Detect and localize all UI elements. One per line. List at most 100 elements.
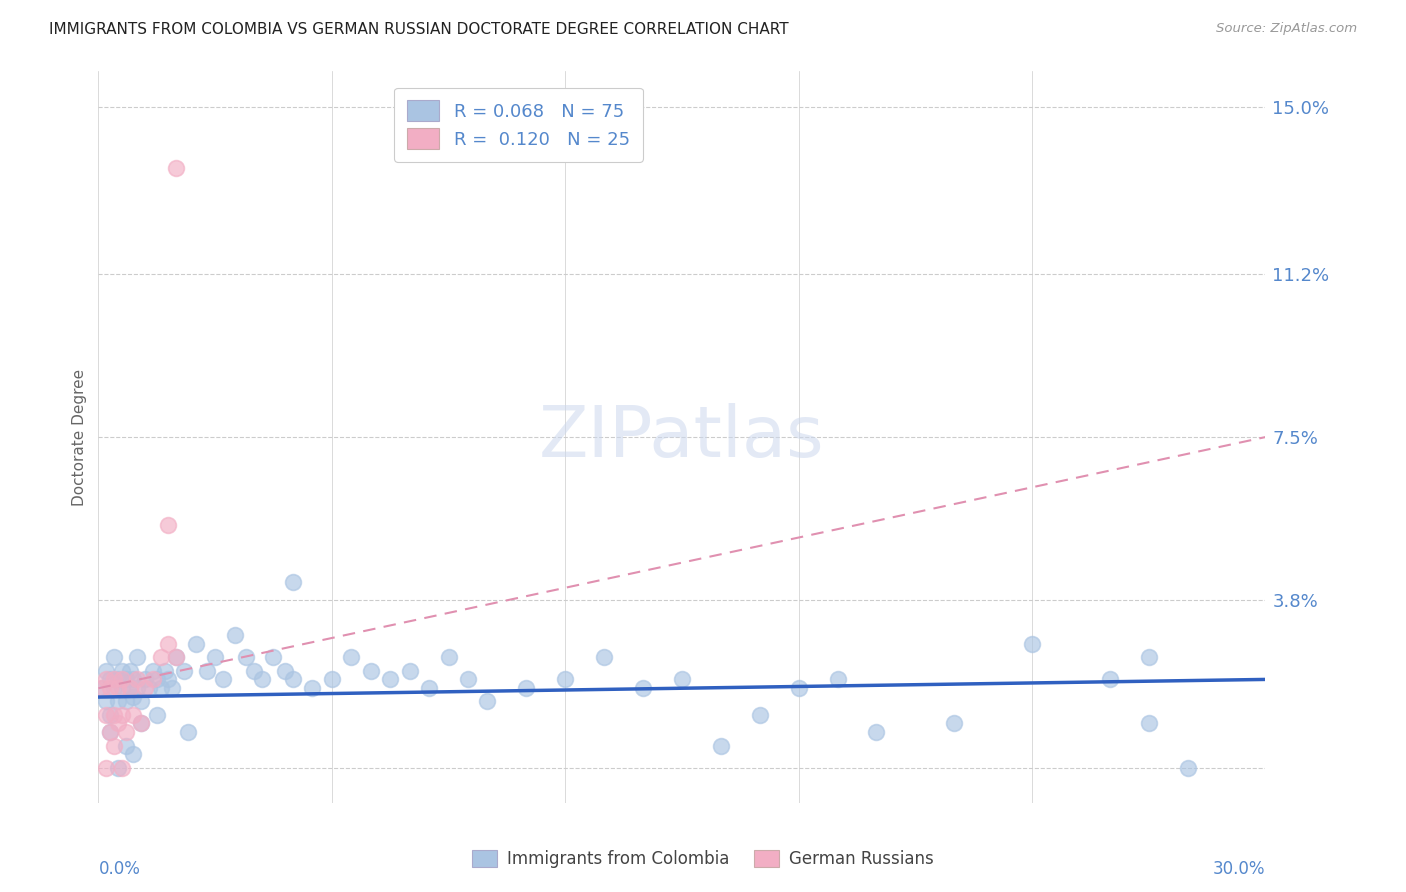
Point bbox=[91, 681, 114, 696]
Point bbox=[943, 716, 966, 731]
Point bbox=[122, 747, 145, 762]
Point bbox=[138, 681, 160, 696]
Point bbox=[98, 681, 121, 696]
Point bbox=[321, 673, 343, 687]
Point bbox=[157, 673, 180, 687]
Point bbox=[107, 760, 129, 774]
Point bbox=[111, 664, 134, 678]
Point bbox=[146, 707, 169, 722]
Point bbox=[398, 664, 420, 678]
Point bbox=[111, 673, 134, 687]
Point bbox=[340, 650, 363, 665]
Point bbox=[262, 650, 284, 665]
Point bbox=[162, 681, 184, 696]
Point bbox=[103, 681, 125, 696]
Point bbox=[91, 681, 114, 696]
Point bbox=[301, 681, 323, 696]
Text: IMMIGRANTS FROM COLOMBIA VS GERMAN RUSSIAN DOCTORATE DEGREE CORRELATION CHART: IMMIGRANTS FROM COLOMBIA VS GERMAN RUSSI… bbox=[49, 22, 789, 37]
Point bbox=[98, 673, 121, 687]
Point bbox=[212, 673, 235, 687]
Legend: Immigrants from Colombia, German Russians: Immigrants from Colombia, German Russian… bbox=[465, 843, 941, 875]
Point bbox=[710, 739, 733, 753]
Point bbox=[224, 628, 246, 642]
Point bbox=[235, 650, 257, 665]
Point bbox=[134, 681, 156, 696]
Point bbox=[142, 673, 165, 687]
Point bbox=[129, 716, 152, 731]
Point bbox=[360, 664, 382, 678]
Point bbox=[1137, 716, 1160, 731]
Point bbox=[243, 664, 266, 678]
Text: 0.0%: 0.0% bbox=[98, 860, 141, 878]
Point bbox=[96, 707, 118, 722]
Text: 30.0%: 30.0% bbox=[1213, 860, 1265, 878]
Point bbox=[122, 673, 145, 687]
Point bbox=[250, 673, 273, 687]
Point bbox=[184, 637, 207, 651]
Point bbox=[127, 681, 149, 696]
Point bbox=[865, 725, 887, 739]
Point bbox=[107, 681, 129, 696]
Point bbox=[149, 650, 172, 665]
Point bbox=[157, 637, 180, 651]
Point bbox=[114, 739, 136, 753]
Point bbox=[380, 673, 402, 687]
Point bbox=[96, 673, 118, 687]
Point bbox=[129, 716, 152, 731]
Point bbox=[165, 650, 187, 665]
Point bbox=[281, 575, 304, 590]
Point bbox=[122, 690, 145, 704]
Point bbox=[122, 707, 145, 722]
Point bbox=[107, 716, 129, 731]
Point bbox=[96, 760, 118, 774]
Point bbox=[1177, 760, 1199, 774]
Point bbox=[127, 673, 149, 687]
Point bbox=[477, 694, 499, 708]
Point bbox=[165, 650, 187, 665]
Point bbox=[1137, 650, 1160, 665]
Text: Source: ZipAtlas.com: Source: ZipAtlas.com bbox=[1216, 22, 1357, 36]
Point bbox=[107, 673, 129, 687]
Point bbox=[787, 681, 810, 696]
Point bbox=[204, 650, 226, 665]
Point bbox=[142, 664, 165, 678]
Point bbox=[98, 707, 121, 722]
Point bbox=[827, 673, 849, 687]
Point bbox=[134, 673, 156, 687]
Point bbox=[177, 725, 200, 739]
Point bbox=[96, 694, 118, 708]
Point bbox=[437, 650, 460, 665]
Point bbox=[98, 725, 121, 739]
Point bbox=[114, 694, 136, 708]
Point bbox=[631, 681, 654, 696]
Point bbox=[1098, 673, 1121, 687]
Point bbox=[146, 673, 169, 687]
Text: ZIPatlas: ZIPatlas bbox=[538, 402, 825, 472]
Point bbox=[118, 664, 141, 678]
Point bbox=[274, 664, 297, 678]
Y-axis label: Doctorate Degree: Doctorate Degree bbox=[72, 368, 87, 506]
Point bbox=[103, 673, 125, 687]
Point bbox=[127, 650, 149, 665]
Point bbox=[111, 707, 134, 722]
Point bbox=[114, 725, 136, 739]
Point bbox=[457, 673, 479, 687]
Point bbox=[103, 707, 125, 722]
Point bbox=[111, 760, 134, 774]
Point bbox=[554, 673, 576, 687]
Point bbox=[671, 673, 693, 687]
Point bbox=[418, 681, 440, 696]
Point bbox=[281, 673, 304, 687]
Point bbox=[157, 518, 180, 533]
Point bbox=[129, 694, 152, 708]
Legend: R = 0.068   N = 75, R =  0.120   N = 25: R = 0.068 N = 75, R = 0.120 N = 25 bbox=[394, 87, 643, 162]
Point bbox=[103, 739, 125, 753]
Point bbox=[96, 664, 118, 678]
Point bbox=[195, 664, 218, 678]
Point bbox=[103, 650, 125, 665]
Point bbox=[748, 707, 770, 722]
Point bbox=[515, 681, 537, 696]
Point bbox=[107, 694, 129, 708]
Point bbox=[111, 681, 134, 696]
Point bbox=[1021, 637, 1043, 651]
